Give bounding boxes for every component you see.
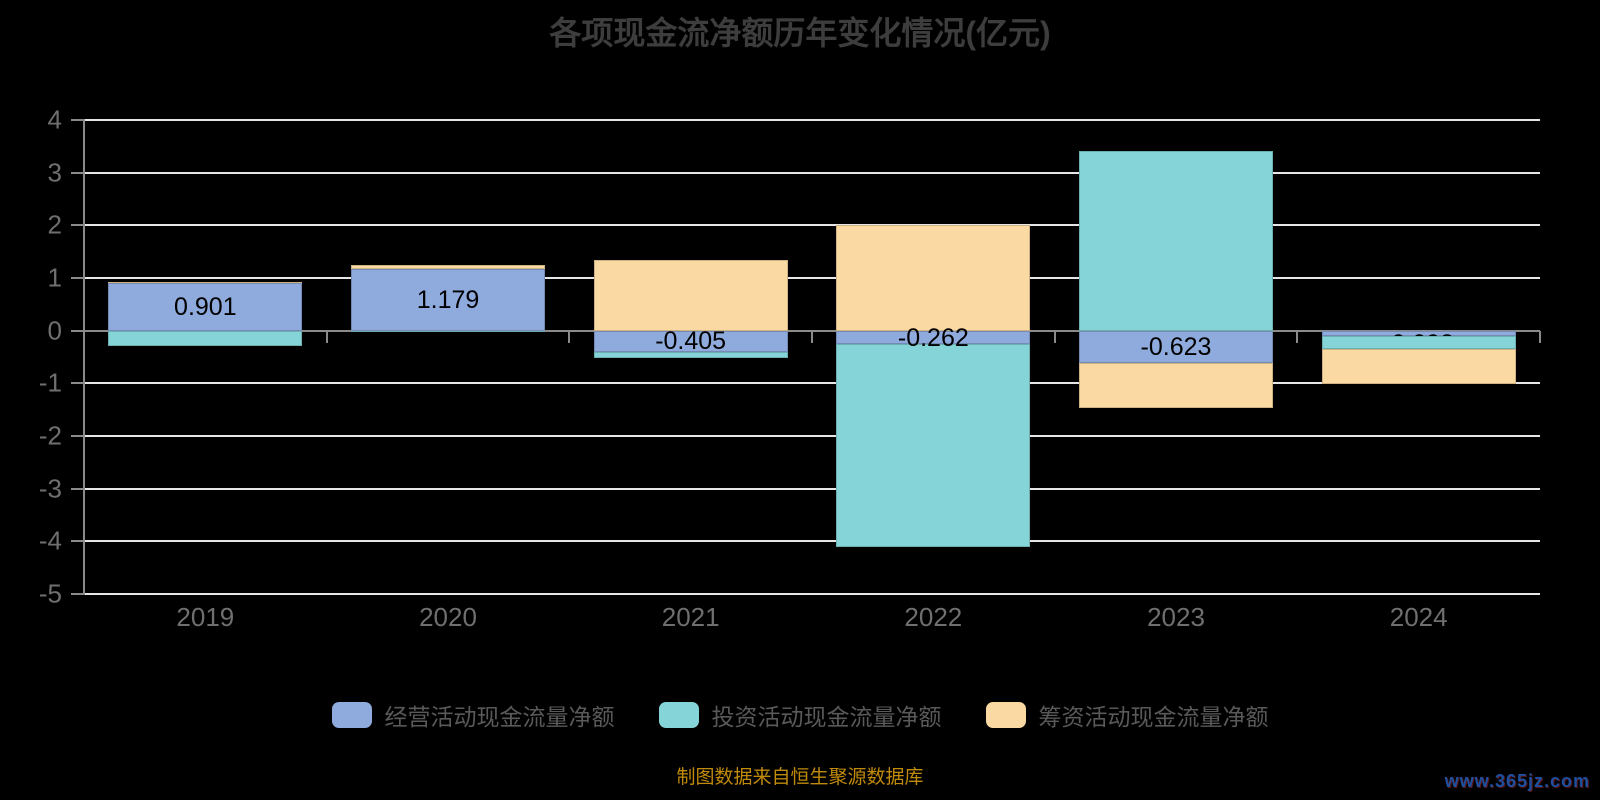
x-tick-label: 2021 [661, 602, 720, 632]
x-tick-label: 2023 [1147, 602, 1205, 632]
watermark-link[interactable]: www.365jz.com [1444, 771, 1590, 791]
bar-segment-investing [351, 330, 545, 333]
y-axis-tick [71, 593, 83, 595]
legend-swatch-investing [658, 702, 699, 728]
bar-segment-operating [108, 283, 303, 331]
grid-line [84, 435, 1540, 437]
x-axis-tick [568, 330, 571, 343]
bar-segment-operating [351, 268, 545, 331]
x-axis-tick [1296, 330, 1299, 343]
legend-swatch-operating [331, 702, 372, 728]
y-tick-label: -4 [38, 525, 62, 556]
bar-segment-financing [1321, 348, 1516, 384]
grid-line [84, 382, 1540, 385]
legend-label: 投资活动现金流量净额 [711, 704, 942, 730]
chart-title: 各项现金流净额历年变化情况(亿元) [549, 15, 1051, 51]
x-tick-label: 2022 [904, 602, 963, 632]
grid-line [84, 224, 1540, 227]
grid-line [84, 119, 1540, 121]
grid-line [84, 171, 1540, 174]
y-tick-label: -2 [38, 420, 62, 451]
grid-line [84, 277, 1540, 279]
bar-segment-operating [836, 330, 1031, 345]
x-tick-label: 2020 [419, 602, 477, 632]
x-axis-tick [1539, 330, 1541, 343]
bar-value-label: 1.179 [416, 285, 480, 314]
y-tick-label: 1 [47, 262, 62, 293]
y-tick-label: 2 [47, 209, 62, 240]
y-axis-tick [71, 171, 83, 174]
grid-line [84, 593, 1540, 595]
x-axis-tick [325, 330, 328, 343]
grid-line [84, 487, 1540, 490]
x-tick-label: 2024 [1389, 602, 1448, 632]
grid-line [84, 540, 1540, 543]
y-axis-tick [71, 119, 83, 121]
bar-segment-operating [1079, 330, 1273, 364]
legend-label: 筹资活动现金流量净额 [1038, 704, 1269, 730]
bar-segment-financing [1079, 363, 1273, 409]
legend-item[interactable]: 筹资活动现金流量净额 [985, 698, 1269, 732]
bar-value-label: -0.405 [655, 327, 727, 356]
y-axis-tick [71, 224, 83, 227]
x-axis-tick [811, 330, 813, 343]
legend-label: 经营活动现金流量净额 [384, 704, 615, 730]
y-tick-label: 3 [47, 157, 62, 188]
bar-segment-financing [593, 259, 788, 331]
y-tick-label: 0 [47, 315, 62, 346]
bar-segment-financing [108, 281, 303, 284]
y-axis-tick [71, 540, 83, 543]
x-axis-tick [1053, 330, 1056, 343]
bar-segment-operating [593, 330, 788, 352]
bar-segment-investing [108, 330, 303, 347]
bar-segment-investing [1321, 335, 1516, 349]
legend-swatch-financing [985, 702, 1026, 728]
y-axis-tick [71, 487, 83, 490]
legend-item[interactable]: 投资活动现金流量净额 [658, 698, 942, 732]
plot-area: 4 3 2 1 0 -1 -2 -3 -4 -5 0.901 2019 1.179 2020 -0.405 2… [38, 104, 1541, 632]
x-tick-label: 2019 [176, 602, 235, 632]
bar-segment-investing [836, 344, 1031, 548]
legend: 经营活动现金流量净额 投资活动现金流量净额 筹资活动现金流量净额 [0, 698, 1600, 732]
bar-segment-investing [593, 351, 788, 359]
y-axis-tick [71, 382, 83, 385]
bar-value-label: -0.623 [1140, 333, 1212, 362]
bar-segment-investing [1079, 150, 1273, 331]
y-axis-tick [71, 435, 83, 437]
y-tick-label: 4 [47, 104, 62, 135]
y-tick-label: -1 [38, 367, 62, 398]
bar-segment-operating [1321, 330, 1516, 336]
y-axis-line [83, 119, 85, 595]
y-axis-tick [71, 277, 83, 279]
y-axis-tick [71, 329, 83, 332]
y-tick-label: -3 [38, 473, 62, 504]
bar-segment-financing [351, 264, 545, 269]
bar-value-label: -0.262 [897, 323, 969, 352]
x-axis-tick [83, 330, 85, 343]
bar-segment-financing [836, 225, 1031, 331]
source-note: 制图数据来自恒生聚源数据库 [676, 767, 924, 788]
bar-value-label: 0.901 [174, 292, 237, 321]
y-tick-label: -5 [38, 578, 62, 609]
legend-item[interactable]: 经营活动现金流量净额 [331, 698, 615, 732]
